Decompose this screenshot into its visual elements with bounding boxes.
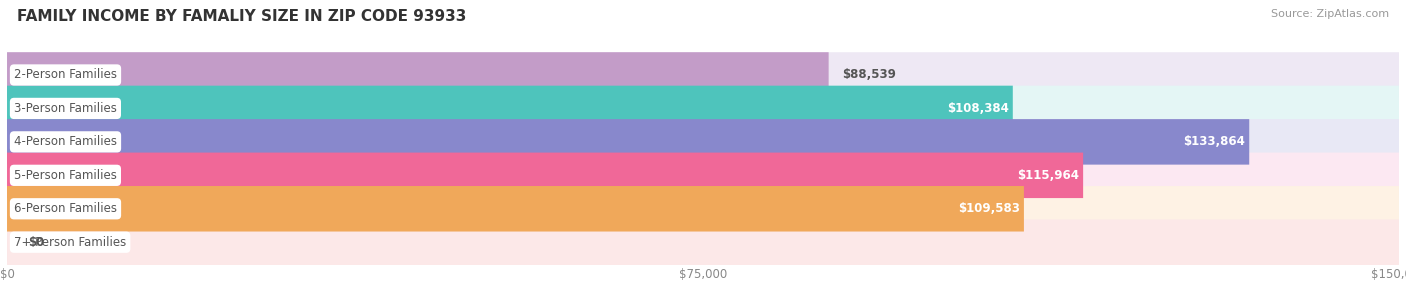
FancyBboxPatch shape — [7, 119, 1399, 165]
Text: 5-Person Families: 5-Person Families — [14, 169, 117, 182]
Text: $115,964: $115,964 — [1017, 169, 1078, 182]
Text: $88,539: $88,539 — [842, 68, 897, 81]
Text: 7+ Person Families: 7+ Person Families — [14, 236, 127, 249]
Text: 3-Person Families: 3-Person Families — [14, 102, 117, 115]
FancyBboxPatch shape — [7, 86, 1012, 131]
Text: 6-Person Families: 6-Person Families — [14, 202, 117, 215]
FancyBboxPatch shape — [7, 186, 1399, 231]
FancyBboxPatch shape — [7, 152, 1083, 198]
Text: $133,864: $133,864 — [1184, 135, 1246, 148]
FancyBboxPatch shape — [7, 220, 1399, 265]
Text: 4-Person Families: 4-Person Families — [14, 135, 117, 148]
FancyBboxPatch shape — [7, 52, 828, 98]
Text: Source: ZipAtlas.com: Source: ZipAtlas.com — [1271, 9, 1389, 19]
FancyBboxPatch shape — [7, 119, 1250, 165]
FancyBboxPatch shape — [7, 152, 1399, 198]
Text: 2-Person Families: 2-Person Families — [14, 68, 117, 81]
Text: $109,583: $109,583 — [957, 202, 1019, 215]
FancyBboxPatch shape — [7, 86, 1399, 131]
Text: $0: $0 — [28, 236, 44, 249]
Text: $108,384: $108,384 — [946, 102, 1008, 115]
FancyBboxPatch shape — [7, 52, 1399, 98]
FancyBboxPatch shape — [7, 186, 1024, 231]
Text: FAMILY INCOME BY FAMALIY SIZE IN ZIP CODE 93933: FAMILY INCOME BY FAMALIY SIZE IN ZIP COD… — [17, 9, 467, 24]
